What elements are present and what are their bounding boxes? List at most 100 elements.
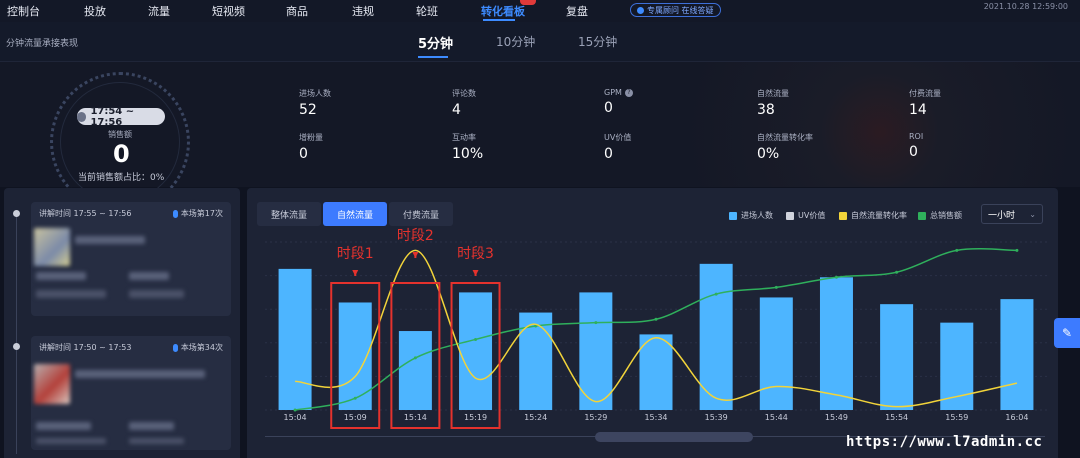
x-tick-label: 15:14 — [404, 413, 427, 422]
series-line-natural-conversion — [295, 249, 1018, 408]
nav-active-underline — [483, 19, 515, 21]
x-tick-label: 15:09 — [344, 413, 367, 422]
nav-item-shifts[interactable]: 轮班 — [416, 5, 438, 18]
bar — [579, 292, 613, 410]
point-total-sales — [654, 317, 658, 321]
point-total-sales — [474, 337, 478, 341]
nav-item-dashboard[interactable]: 控制台 — [7, 5, 40, 18]
x-tick-label: 15:19 — [464, 413, 487, 422]
blurred-text — [129, 272, 169, 280]
tab-10-min[interactable]: 10分钟 — [496, 35, 536, 49]
bar — [398, 331, 432, 410]
blurred-text — [36, 272, 86, 280]
stats-area: 17:54 ~ 17:56 销售额 0 当前销售额占比：0% 进场人数 52 评… — [0, 62, 1080, 212]
x-tick-label: 15:39 — [705, 413, 728, 422]
tab-all-traffic[interactable]: 整体流量 — [257, 202, 321, 226]
tab-paid-traffic[interactable]: 付费流量 — [389, 202, 453, 226]
timeline-dot — [13, 343, 20, 350]
stat-roi: ROI 0 — [909, 132, 924, 160]
nav-item-short-video[interactable]: 短视频 — [212, 5, 245, 18]
bar — [940, 322, 974, 410]
mic-icon — [172, 343, 178, 352]
help-icon[interactable]: ? — [624, 88, 633, 97]
nav-item-violations[interactable]: 违规 — [352, 5, 374, 18]
x-tick-label: 15:54 — [885, 413, 908, 422]
bar — [459, 292, 493, 410]
current-datetime: 2021.10.28 12:59:00 — [983, 2, 1068, 11]
point-total-sales — [1015, 248, 1019, 252]
blurred-text — [36, 422, 91, 430]
x-tick-label: 15:59 — [945, 413, 968, 422]
tab-15-min[interactable]: 15分钟 — [578, 35, 618, 49]
segment-annotation: 时段1 — [337, 246, 374, 262]
point-total-sales — [774, 285, 778, 289]
stat-natural-conversion: 自然流量转化率 0% — [757, 133, 813, 162]
flow-tabs: 整体流量 自然流量 付费流量 — [257, 202, 453, 226]
product-thumbnail — [34, 228, 70, 266]
highlight-box — [330, 282, 381, 429]
x-tick-label: 15:24 — [524, 413, 547, 422]
point-total-sales — [714, 292, 718, 296]
bar — [819, 277, 853, 410]
segment-time: 讲解时间 17:50 ~ 17:53 — [39, 343, 132, 352]
time-range-select[interactable]: 一小时 ⌄ — [981, 204, 1043, 224]
bar — [880, 304, 914, 410]
tab-natural-traffic[interactable]: 自然流量 — [323, 202, 387, 226]
vip-advisor-label: 专属顾问 在线答疑 — [647, 5, 714, 15]
blurred-text — [129, 290, 184, 298]
segment-card[interactable]: 讲解时间 17:50 ~ 17:53 本场第34次 — [31, 336, 231, 450]
legend-item-total-sales[interactable]: 总销售额 — [918, 210, 962, 221]
nav-item-conversion-board[interactable]: 转化看板 — [481, 5, 525, 18]
legend-item-entries[interactable]: 进场人数 — [729, 210, 773, 221]
advisor-icon — [637, 6, 644, 14]
top-nav: 控制台 投放 流量 短视频 商品 违规 轮班 转化看板 复盘 专属顾问 在线答疑… — [0, 0, 1080, 22]
chevron-down-icon: ⌄ — [1029, 209, 1036, 219]
timeline-line — [16, 214, 17, 454]
stat-paid-traffic: 付费流量 14 — [909, 89, 941, 118]
legend-item-natural-conversion[interactable]: 自然流量转化率 — [839, 210, 907, 221]
legend-item-uv-value[interactable]: UV价值 — [786, 210, 825, 221]
blurred-text — [129, 422, 174, 430]
point-total-sales — [353, 396, 357, 400]
bar — [1000, 299, 1034, 410]
time-range-pill: 17:54 ~ 17:56 — [77, 105, 165, 128]
blurred-text — [36, 438, 106, 444]
segment-count: 本场第34次 — [180, 343, 223, 352]
pencil-icon: ✎ — [1061, 326, 1073, 340]
period-active-underline — [418, 56, 448, 58]
stat-uv-value: UV价值 0 — [604, 133, 632, 162]
bar — [699, 263, 733, 410]
watermark: https://www.l7admin.cc — [846, 434, 1043, 450]
nav-item-products[interactable]: 商品 — [286, 5, 308, 18]
time-range: 17:54 ~ 17:56 — [90, 105, 135, 128]
stat-entries: 进场人数 52 — [299, 89, 331, 118]
blurred-text — [36, 290, 106, 298]
explanation-timeline: 讲解时间 17:55 ~ 17:56 本场第17次 讲解时间 17:50 ~ 1… — [4, 188, 240, 458]
point-total-sales — [293, 408, 297, 412]
sales-label: 销售额 — [108, 130, 132, 139]
nav-item-review[interactable]: 复盘 — [566, 5, 588, 18]
timeline-dot — [13, 210, 20, 217]
segment-count: 本场第17次 — [180, 209, 223, 218]
x-tick-label: 15:29 — [584, 413, 607, 422]
sales-value: 0 — [113, 140, 130, 168]
edit-button[interactable]: ✎ — [1054, 318, 1080, 348]
time-range-value: 一小时 — [988, 210, 1016, 221]
stat-interaction-rate: 互动率 10% — [452, 133, 484, 162]
segment-card[interactable]: 讲解时间 17:55 ~ 17:56 本场第17次 — [31, 202, 231, 316]
nav-item-traffic[interactable]: 流量 — [148, 5, 170, 18]
bar — [278, 268, 312, 410]
segment-annotation: 时段2 — [397, 228, 434, 244]
nav-item-ads[interactable]: 投放 — [84, 5, 106, 18]
mic-icon — [172, 209, 178, 218]
vip-advisor-button[interactable]: 专属顾问 在线答疑 — [630, 3, 721, 17]
tab-5-min[interactable]: 5分钟 — [418, 37, 454, 52]
bar — [759, 297, 793, 410]
legend-swatch — [729, 211, 737, 220]
traffic-chart: 15:04 15:09 15:14 15:19 15:24 15:29 15:34 15:39… — [265, 228, 1047, 429]
point-total-sales — [594, 321, 598, 325]
chart-zoom-slider[interactable] — [595, 432, 753, 442]
segment-time: 讲解时间 17:55 ~ 17:56 — [39, 209, 132, 218]
blurred-text — [75, 370, 205, 378]
stat-natural-traffic: 自然流量 38 — [757, 89, 789, 118]
